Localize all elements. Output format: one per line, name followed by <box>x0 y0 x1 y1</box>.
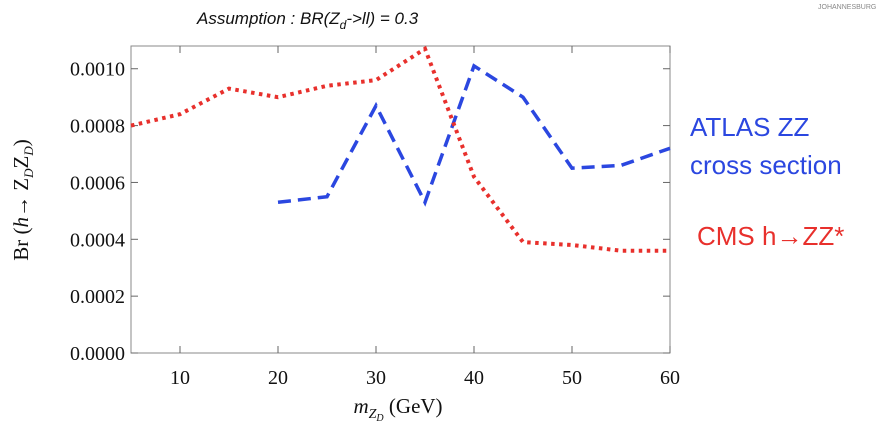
watermark-text: JOHANNESBURG <box>818 4 876 11</box>
series-atlas-line <box>277 63 671 207</box>
y-tick-label: 0.0010 <box>70 59 125 81</box>
legend-atlas-line2: cross section <box>690 150 842 180</box>
y-tick-label: 0.0004 <box>70 229 125 251</box>
x-tick-label: 40 <box>464 367 484 389</box>
x-tick-label: 10 <box>170 367 190 389</box>
x-tick-label: 60 <box>660 367 680 389</box>
x-axis-title: mZD (GeV) <box>353 394 442 424</box>
y-axis: 0.0000 0.0002 0.0004 0.0006 0.0008 0.0010 <box>70 59 670 365</box>
y-tick-label: 0.0000 <box>70 343 125 365</box>
legend-cms: CMS h→ZZ* <box>697 221 844 251</box>
plot-frame <box>130 45 671 354</box>
series-layer <box>130 45 671 253</box>
legend-atlas-line1: ATLAS ZZ <box>690 112 810 142</box>
x-tick-label: 50 <box>562 367 582 389</box>
x-tick-label: 20 <box>268 367 288 389</box>
y-tick-label: 0.0006 <box>70 172 125 194</box>
series-cms-line <box>130 45 670 253</box>
y-tick-label: 0.0008 <box>70 116 125 138</box>
x-axis: 10 20 30 40 50 60 <box>170 46 680 389</box>
assumption-text: Assumption : BR(Zd->ll) = 0.3 <box>196 9 419 32</box>
y-axis-title: Br (h→ ZDZD) <box>9 139 36 260</box>
y-tick-label: 0.0002 <box>70 286 125 308</box>
x-tick-label: 30 <box>366 367 386 389</box>
